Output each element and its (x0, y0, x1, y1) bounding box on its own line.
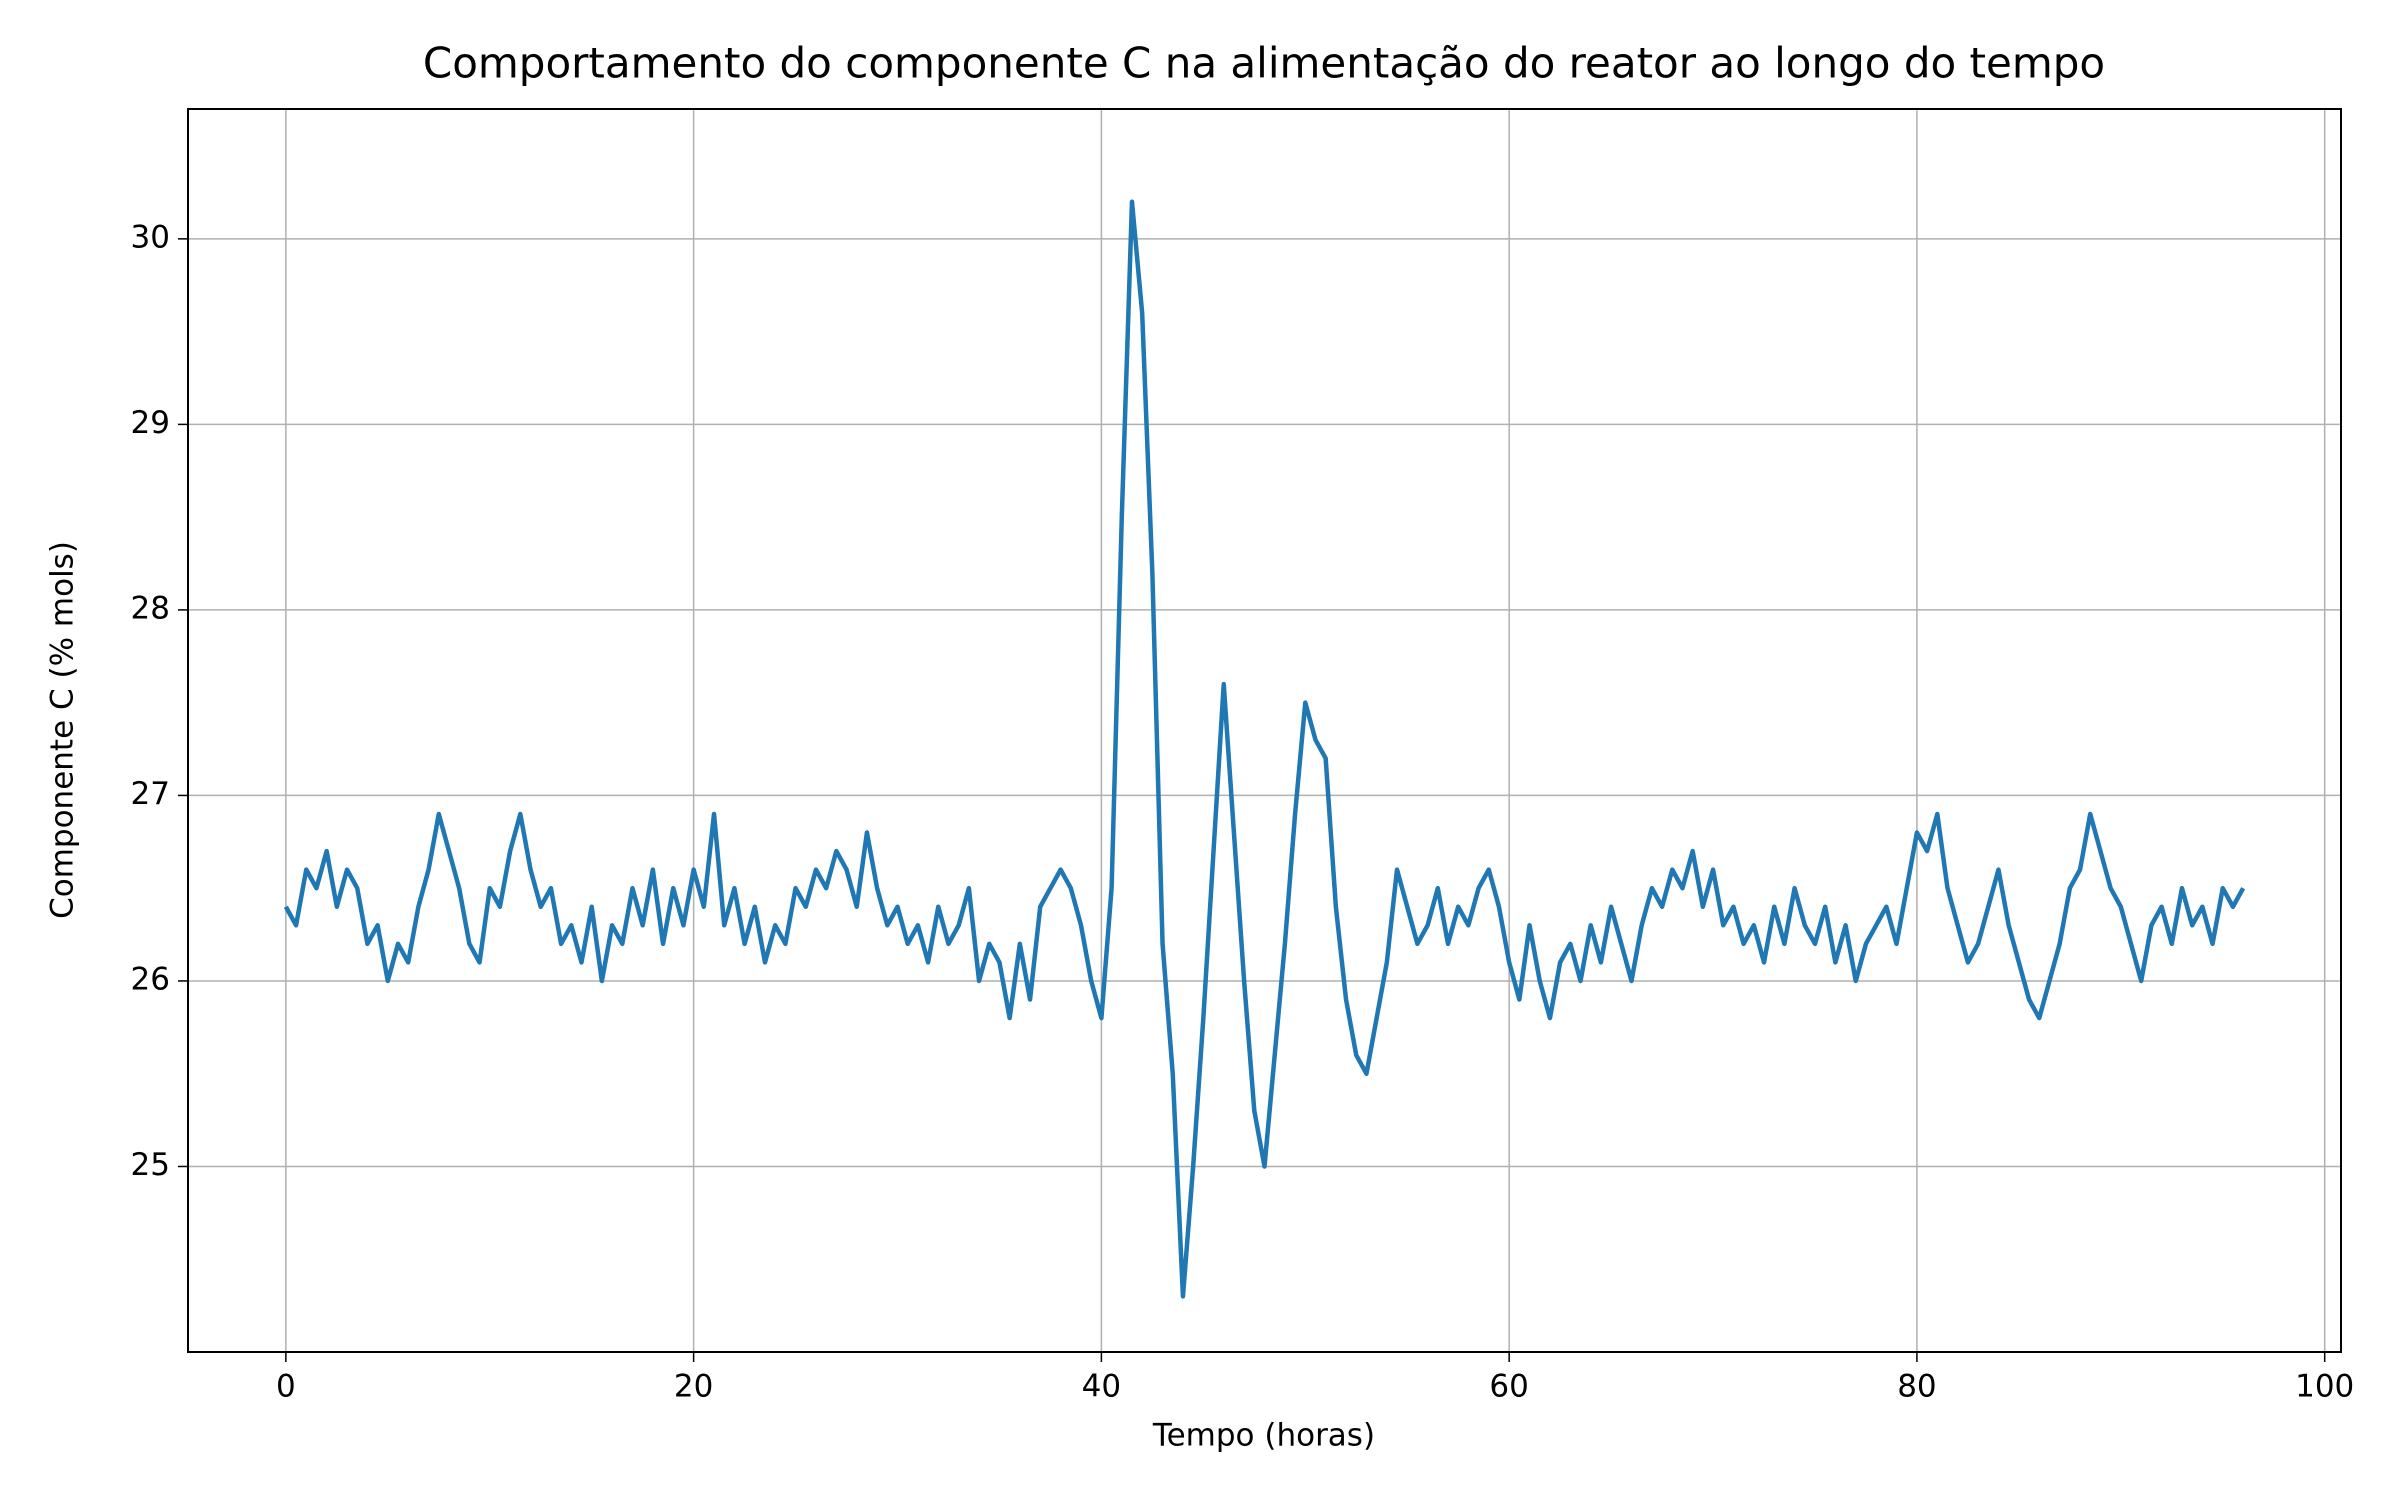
x-tick-label: 80 (1897, 1369, 1936, 1405)
data-line (283, 199, 2246, 1299)
plot-frame (187, 108, 2342, 1353)
y-tick-label: 29 (131, 405, 170, 441)
y-tick-label: 25 (131, 1147, 170, 1183)
y-tick-label: 27 (131, 776, 170, 812)
x-tick-label: 20 (674, 1369, 713, 1405)
x-tick-label: 0 (276, 1369, 296, 1405)
y-tick-label: 28 (131, 590, 170, 626)
x-tick-label: 40 (1082, 1369, 1121, 1405)
y-tick-label: 30 (131, 219, 170, 255)
x-tick-label: 60 (1489, 1369, 1528, 1405)
x-axis-label: Tempo (horas) (1152, 1418, 1375, 1454)
chart-title: Comportamento do componente C na aliment… (423, 39, 2105, 88)
y-axis-label: Componente C (% mols) (45, 541, 81, 919)
x-tick-label: 100 (2295, 1369, 2354, 1405)
y-tick-label: 26 (131, 961, 170, 997)
